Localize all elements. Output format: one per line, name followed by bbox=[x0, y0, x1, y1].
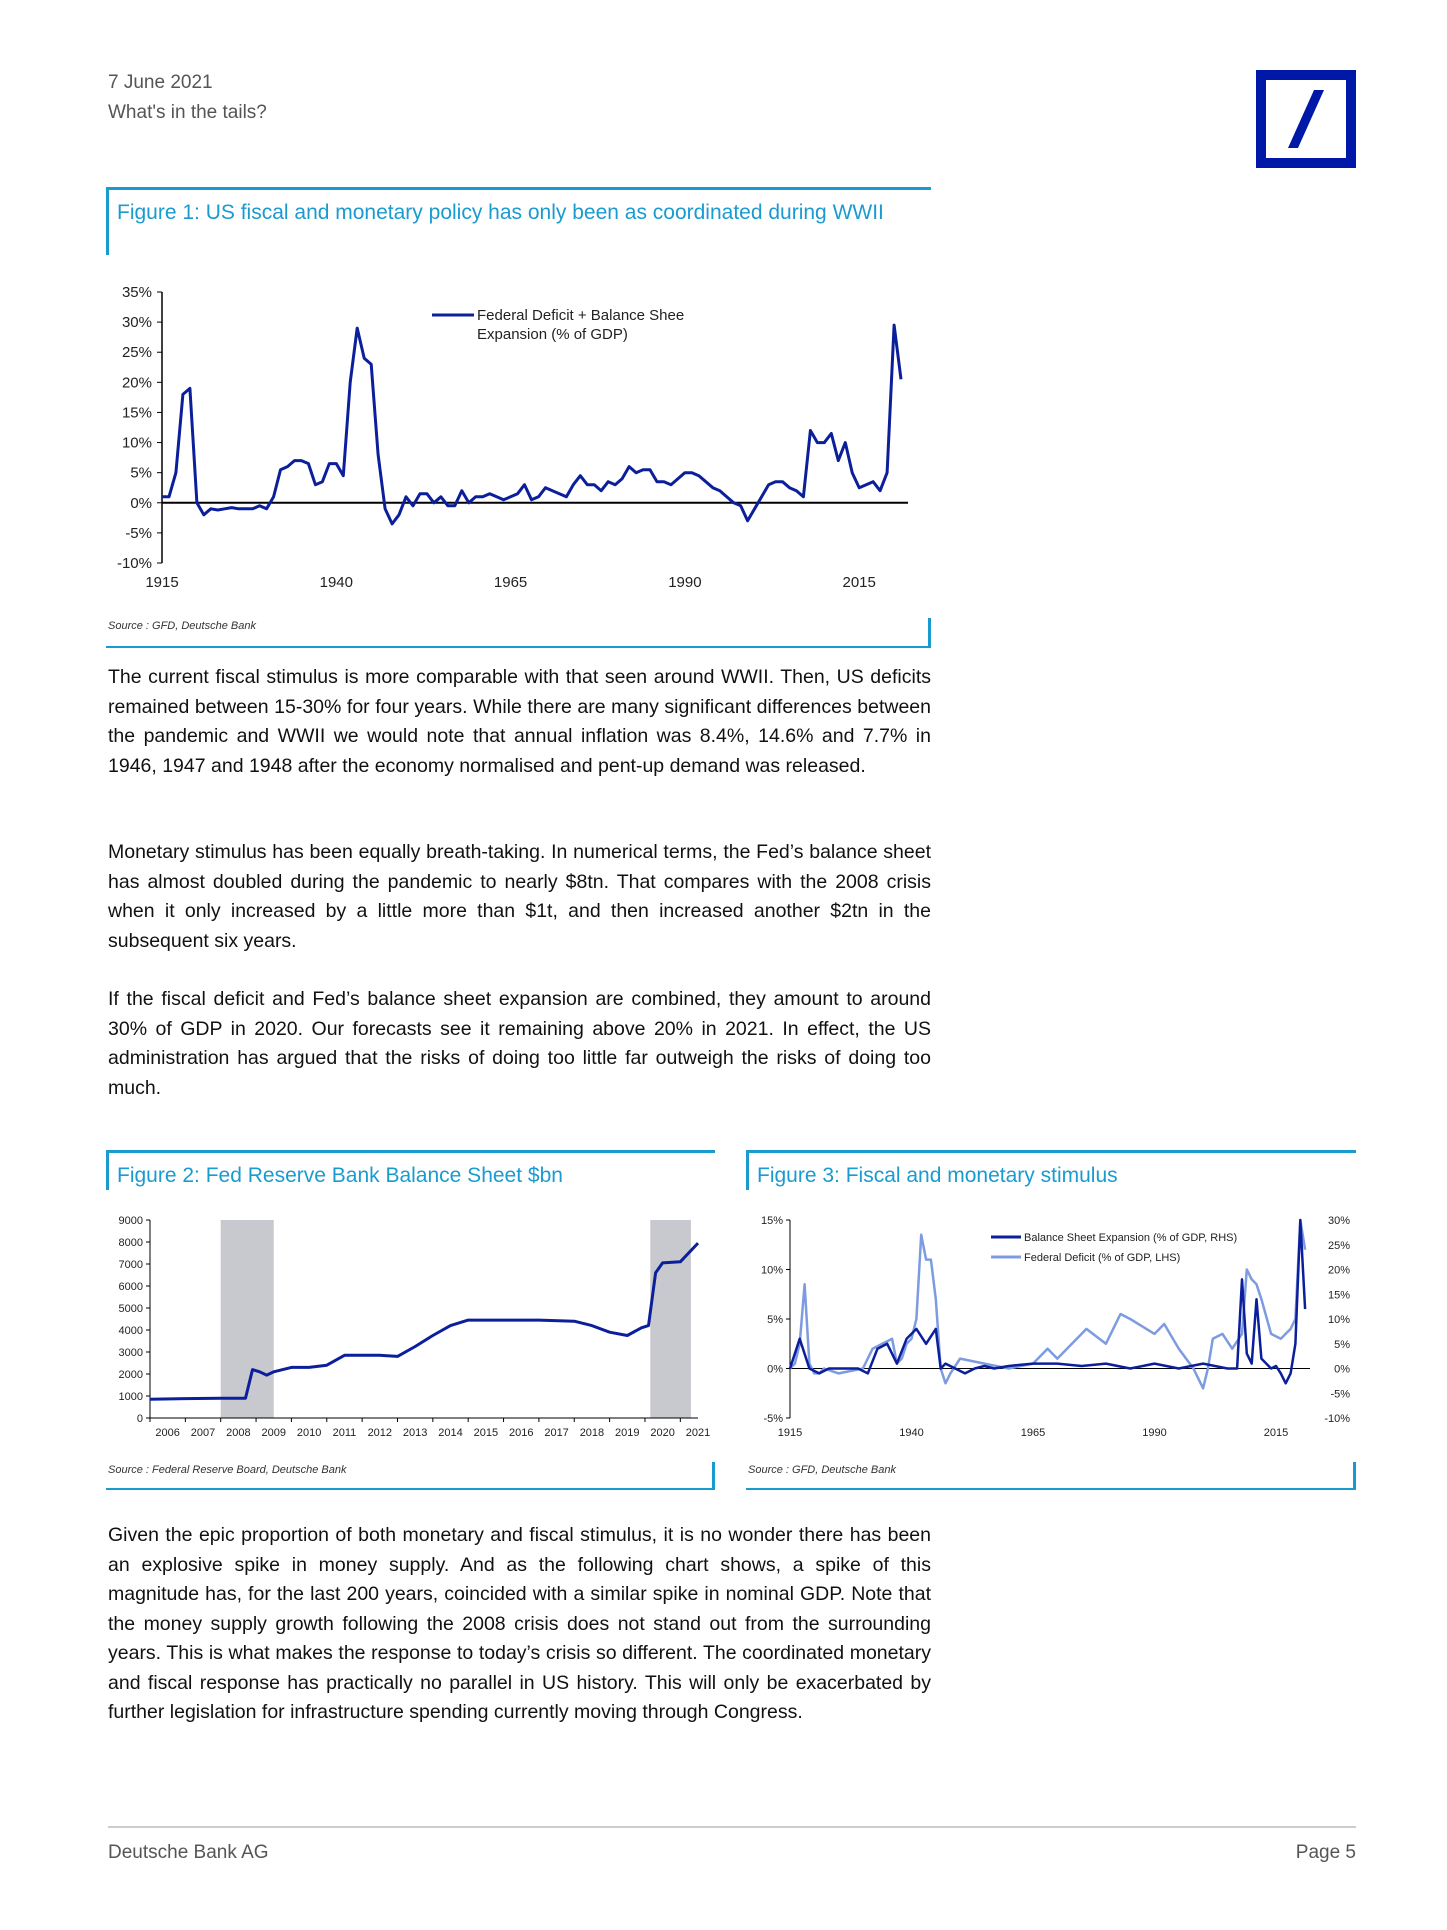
x-tick-label: 2013 bbox=[403, 1427, 427, 1439]
x-tick-label: 2010 bbox=[297, 1427, 321, 1439]
y-tick-label: 1000 bbox=[119, 1391, 143, 1403]
x-tick-label: 2021 bbox=[686, 1427, 710, 1439]
x-tick-label: 1940 bbox=[899, 1427, 923, 1439]
footer-divider bbox=[108, 1826, 1356, 1828]
deutsche-bank-logo bbox=[1256, 70, 1356, 168]
right-y-tick-label: -10% bbox=[1324, 1413, 1350, 1425]
figure3-bottom-border bbox=[746, 1488, 1356, 1490]
x-tick-label: 2007 bbox=[191, 1427, 215, 1439]
paragraph-2: Monetary stimulus has been equally breat… bbox=[108, 841, 931, 952]
x-tick-label: 2008 bbox=[226, 1427, 250, 1439]
series-line bbox=[149, 1242, 700, 1401]
left-y-tick-label: 15% bbox=[761, 1215, 783, 1227]
y-tick-label: 10% bbox=[122, 435, 152, 452]
figure2-chart: 9000 8000 7000 6000 5000 4000 3000 2000 1000 0 200… bbox=[119, 1215, 711, 1439]
figure3-chart: 15% 10% 5% 0% -5% 30% 25% 20% 15% 10% 5% 0% -5% -10% 1… bbox=[761, 1215, 1350, 1439]
left-y-tick-label: 5% bbox=[767, 1314, 783, 1326]
left-y-tick-label: 10% bbox=[761, 1265, 783, 1277]
right-y-tick-label: -5% bbox=[1330, 1388, 1350, 1400]
figure3-title: Figure 3: Fiscal and monetary stimulus bbox=[757, 1164, 1118, 1187]
legend-label-deficit: Federal Deficit (% of GDP, LHS) bbox=[1024, 1252, 1180, 1264]
x-tick-label: 2015 bbox=[843, 574, 876, 591]
y-tick-label: -10% bbox=[117, 555, 152, 572]
paragraph-4: Given the epic proportion of both moneta… bbox=[108, 1524, 931, 1723]
left-y-tick-label: 0% bbox=[767, 1364, 783, 1376]
figure2-left-border bbox=[106, 1150, 109, 1190]
figure2-title: Figure 2: Fed Reserve Bank Balance Sheet… bbox=[117, 1164, 563, 1187]
y-tick-label: 25% bbox=[122, 344, 152, 361]
balance-sheet-series-line bbox=[788, 1218, 1307, 1385]
y-tick-label: 6000 bbox=[119, 1281, 143, 1293]
y-tick-label: 4000 bbox=[119, 1325, 143, 1337]
figure3-top-border bbox=[746, 1150, 1356, 1153]
figure1-top-border bbox=[106, 187, 931, 190]
figure1-source: Source : GFD, Deutsche Bank bbox=[108, 620, 256, 632]
figure1-right-border bbox=[928, 618, 931, 648]
x-tick-label: 1915 bbox=[778, 1427, 802, 1439]
footer-company: Deutsche Bank AG bbox=[108, 1842, 269, 1863]
x-tick-label: 1990 bbox=[1142, 1427, 1166, 1439]
y-tick-label: 2000 bbox=[119, 1369, 143, 1381]
right-y-tick-label: 5% bbox=[1334, 1339, 1350, 1351]
series-line bbox=[162, 323, 903, 526]
x-tick-label: 1940 bbox=[320, 574, 353, 591]
right-y-tick-label: 30% bbox=[1328, 1215, 1350, 1227]
y-tick-label: 7000 bbox=[119, 1259, 143, 1271]
paragraph-3: If the fiscal deficit and Fed’s balance … bbox=[108, 988, 931, 1099]
y-tick-label: 20% bbox=[122, 374, 152, 391]
right-y-tick-label: 10% bbox=[1328, 1314, 1350, 1326]
recession-shade bbox=[650, 1220, 691, 1418]
figure3-left-border bbox=[746, 1150, 749, 1190]
figure2-top-border bbox=[106, 1150, 715, 1153]
right-y-tick-label: 20% bbox=[1328, 1265, 1350, 1277]
footer-page-number: Page 5 bbox=[1295, 1842, 1356, 1863]
right-y-tick-label: 25% bbox=[1328, 1240, 1350, 1252]
y-tick-label: 0% bbox=[130, 495, 152, 512]
x-tick-label: 2017 bbox=[544, 1427, 568, 1439]
paragraph-1: The current fiscal stimulus is more comp… bbox=[108, 666, 931, 777]
figure2-right-border bbox=[712, 1462, 715, 1490]
figure3-right-border bbox=[1353, 1462, 1356, 1490]
x-tick-label: 1965 bbox=[1021, 1427, 1045, 1439]
x-tick-label: 2009 bbox=[261, 1427, 285, 1439]
x-tick-label: 1965 bbox=[494, 574, 527, 591]
header-date: 7 June 2021 bbox=[108, 72, 213, 93]
figure2-source: Source : Federal Reserve Board, Deutsche… bbox=[108, 1464, 347, 1476]
right-y-tick-label: 0% bbox=[1334, 1364, 1350, 1376]
left-y-tick-label: -5% bbox=[763, 1413, 783, 1425]
y-tick-label: 5000 bbox=[119, 1303, 143, 1315]
y-tick-label: -5% bbox=[125, 525, 152, 542]
x-tick-label: 2015 bbox=[1264, 1427, 1288, 1439]
legend-label-balance: Balance Sheet Expansion (% of GDP, RHS) bbox=[1024, 1232, 1237, 1244]
x-tick-label: 2015 bbox=[474, 1427, 498, 1439]
y-tick-label: 35% bbox=[122, 284, 152, 301]
y-tick-label: 0 bbox=[137, 1413, 143, 1425]
right-y-tick-label: 15% bbox=[1328, 1289, 1350, 1301]
figure1-left-border bbox=[106, 187, 109, 255]
y-tick-label: 15% bbox=[122, 404, 152, 421]
y-tick-label: 3000 bbox=[119, 1347, 143, 1359]
legend-label-line1: Federal Deficit + Balance Shee bbox=[477, 307, 684, 324]
figure1-title: Figure 1: US fiscal and monetary policy … bbox=[117, 201, 884, 224]
figure1-chart: 35% 30% 25% 20% 15% 10% 5% 0% -5% -10% 1915 1940 196… bbox=[117, 284, 908, 591]
y-tick-label: 5% bbox=[130, 465, 152, 482]
legend-label-line2: Expansion (% of GDP) bbox=[477, 326, 628, 343]
x-tick-label: 2014 bbox=[438, 1427, 462, 1439]
y-tick-label: 9000 bbox=[119, 1215, 143, 1227]
y-tick-label: 30% bbox=[122, 314, 152, 331]
x-tick-label: 2011 bbox=[333, 1427, 357, 1439]
x-tick-label: 2018 bbox=[580, 1427, 604, 1439]
x-tick-label: 1990 bbox=[668, 574, 701, 591]
figure2-bottom-border bbox=[106, 1488, 715, 1490]
x-tick-label: 2020 bbox=[650, 1427, 674, 1439]
figure3-source: Source : GFD, Deutsche Bank bbox=[748, 1464, 896, 1476]
figure1-bottom-border bbox=[106, 646, 931, 648]
x-tick-label: 2006 bbox=[155, 1427, 179, 1439]
y-tick-label: 8000 bbox=[119, 1237, 143, 1249]
x-tick-label: 1915 bbox=[145, 574, 178, 591]
x-tick-label: 2012 bbox=[368, 1427, 392, 1439]
header-title: What's in the tails? bbox=[108, 102, 267, 123]
x-tick-label: 2019 bbox=[615, 1427, 639, 1439]
x-tick-label: 2016 bbox=[509, 1427, 533, 1439]
